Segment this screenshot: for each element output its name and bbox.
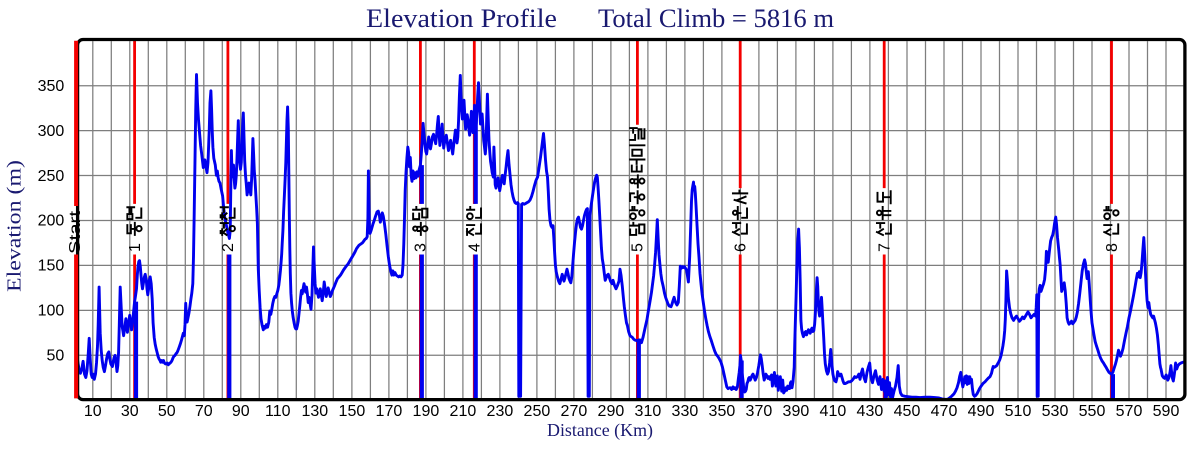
svg-text:Total Climb = 5816 m: Total Climb = 5816 m [598,4,834,33]
svg-text:5: 5 [630,243,647,252]
svg-text:550: 550 [1079,403,1106,420]
svg-text:200: 200 [38,213,65,230]
svg-text:390: 390 [783,403,810,420]
svg-text:170: 170 [376,403,403,420]
svg-text:350: 350 [709,403,736,420]
svg-text:190: 190 [413,403,440,420]
svg-text:4: 4 [467,243,484,252]
svg-text:210: 210 [450,403,477,420]
svg-text:230: 230 [487,403,514,420]
svg-text:110: 110 [265,403,291,420]
svg-text:50: 50 [47,348,65,365]
svg-text:8: 8 [1104,243,1121,252]
svg-text:1: 1 [127,243,144,252]
svg-text:490: 490 [968,403,995,420]
svg-text:310: 310 [635,403,662,420]
svg-text:250: 250 [524,403,551,420]
svg-text:370: 370 [746,403,773,420]
svg-text:2: 2 [220,243,237,252]
svg-text:Elevation (m): Elevation (m) [4,160,26,292]
svg-text:Elevation Profile: Elevation Profile [366,4,557,33]
svg-text:530: 530 [1042,403,1069,420]
svg-text:270: 270 [561,403,588,420]
svg-text:30: 30 [121,403,139,420]
svg-text:3: 3 [413,243,430,252]
svg-text:7: 7 [877,243,894,252]
svg-text:590: 590 [1153,403,1180,420]
svg-text:510: 510 [1005,403,1032,420]
svg-text:470: 470 [931,403,958,420]
svg-text:100: 100 [38,303,65,320]
svg-text:290: 290 [598,403,625,420]
svg-text:300: 300 [38,123,65,140]
svg-text:330: 330 [672,403,699,420]
svg-text:570: 570 [1116,403,1143,420]
svg-text:430: 430 [857,403,884,420]
svg-text:250: 250 [38,168,65,185]
svg-text:Start: Start [67,210,84,254]
svg-text:Distance (Km): Distance (Km) [547,420,653,441]
svg-text:70: 70 [195,403,213,420]
svg-text:50: 50 [158,403,176,420]
svg-text:6: 6 [733,243,750,252]
svg-text:150: 150 [38,258,65,275]
svg-text:90: 90 [232,403,250,420]
svg-text:410: 410 [820,403,847,420]
svg-text:10: 10 [84,403,102,420]
svg-text:450: 450 [894,403,921,420]
svg-text:350: 350 [38,78,65,95]
svg-text:150: 150 [339,403,366,420]
svg-text:130: 130 [301,403,328,420]
